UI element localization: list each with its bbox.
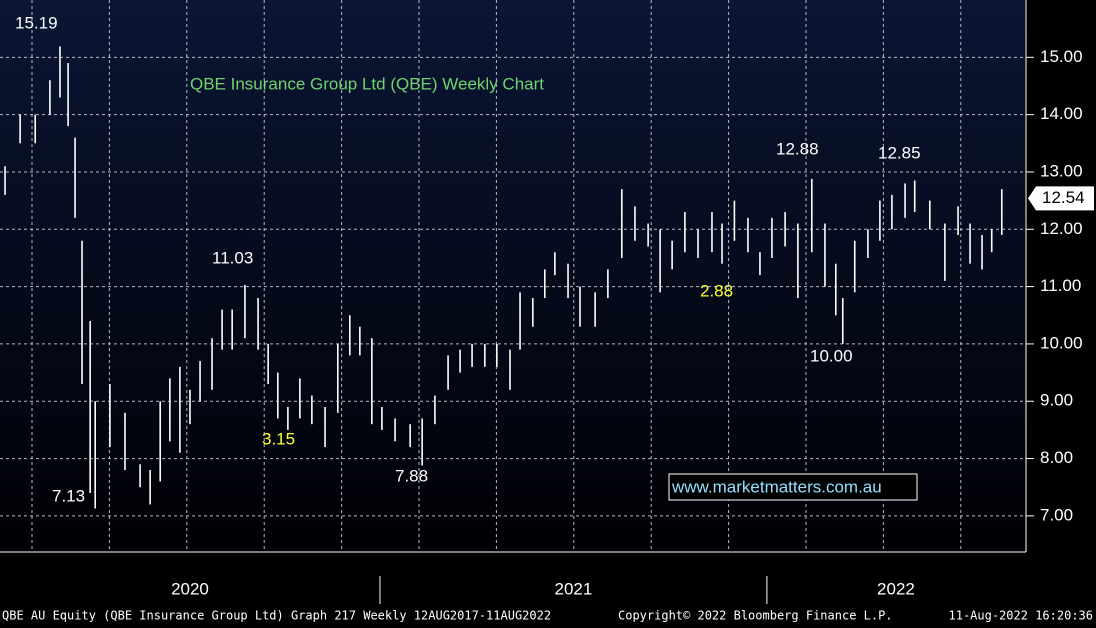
x-tick-label: 2022 xyxy=(877,579,915,598)
last-price-label: 12.54 xyxy=(1042,188,1085,207)
y-tick-label: 13.00 xyxy=(1040,161,1083,180)
y-tick-label: 11.00 xyxy=(1040,276,1081,295)
footer-right: 11-Aug-2022 16:20:36 xyxy=(949,609,1094,623)
annotation: 11.03 xyxy=(212,248,253,267)
y-tick-label: 7.00 xyxy=(1040,505,1073,524)
annotation: 3.15 xyxy=(262,429,295,448)
y-tick-label: 12.00 xyxy=(1040,219,1083,238)
footer-mid: Copyright© 2022 Bloomberg Finance L.P. xyxy=(618,609,893,623)
chart-title: QBE Insurance Group Ltd (QBE) Weekly Cha… xyxy=(190,74,544,93)
annotation: 7.88 xyxy=(395,466,428,485)
annotation: 12.88 xyxy=(776,139,819,158)
annotation: 2.88 xyxy=(700,281,733,300)
annotation: 10.00 xyxy=(810,346,853,365)
y-tick-label: 8.00 xyxy=(1040,448,1073,467)
annotation: 15.19 xyxy=(15,13,58,32)
y-tick-label: 10.00 xyxy=(1040,333,1083,352)
watermark: www.marketmatters.com.au xyxy=(671,477,882,496)
x-tick-label: 2020 xyxy=(171,579,209,598)
y-tick-label: 14.00 xyxy=(1040,104,1083,123)
y-tick-label: 15.00 xyxy=(1040,47,1083,66)
watermark-box xyxy=(668,473,918,501)
last-price-box xyxy=(1028,186,1094,211)
annotation: 7.13 xyxy=(52,486,85,505)
footer-bar xyxy=(0,604,1096,628)
y-tick-label: 9.00 xyxy=(1040,391,1073,410)
footer-left: QBE AU Equity (QBE Insurance Group Ltd) … xyxy=(2,609,551,623)
x-tick-label: 2021 xyxy=(555,579,593,598)
annotation: 12.85 xyxy=(878,143,921,162)
